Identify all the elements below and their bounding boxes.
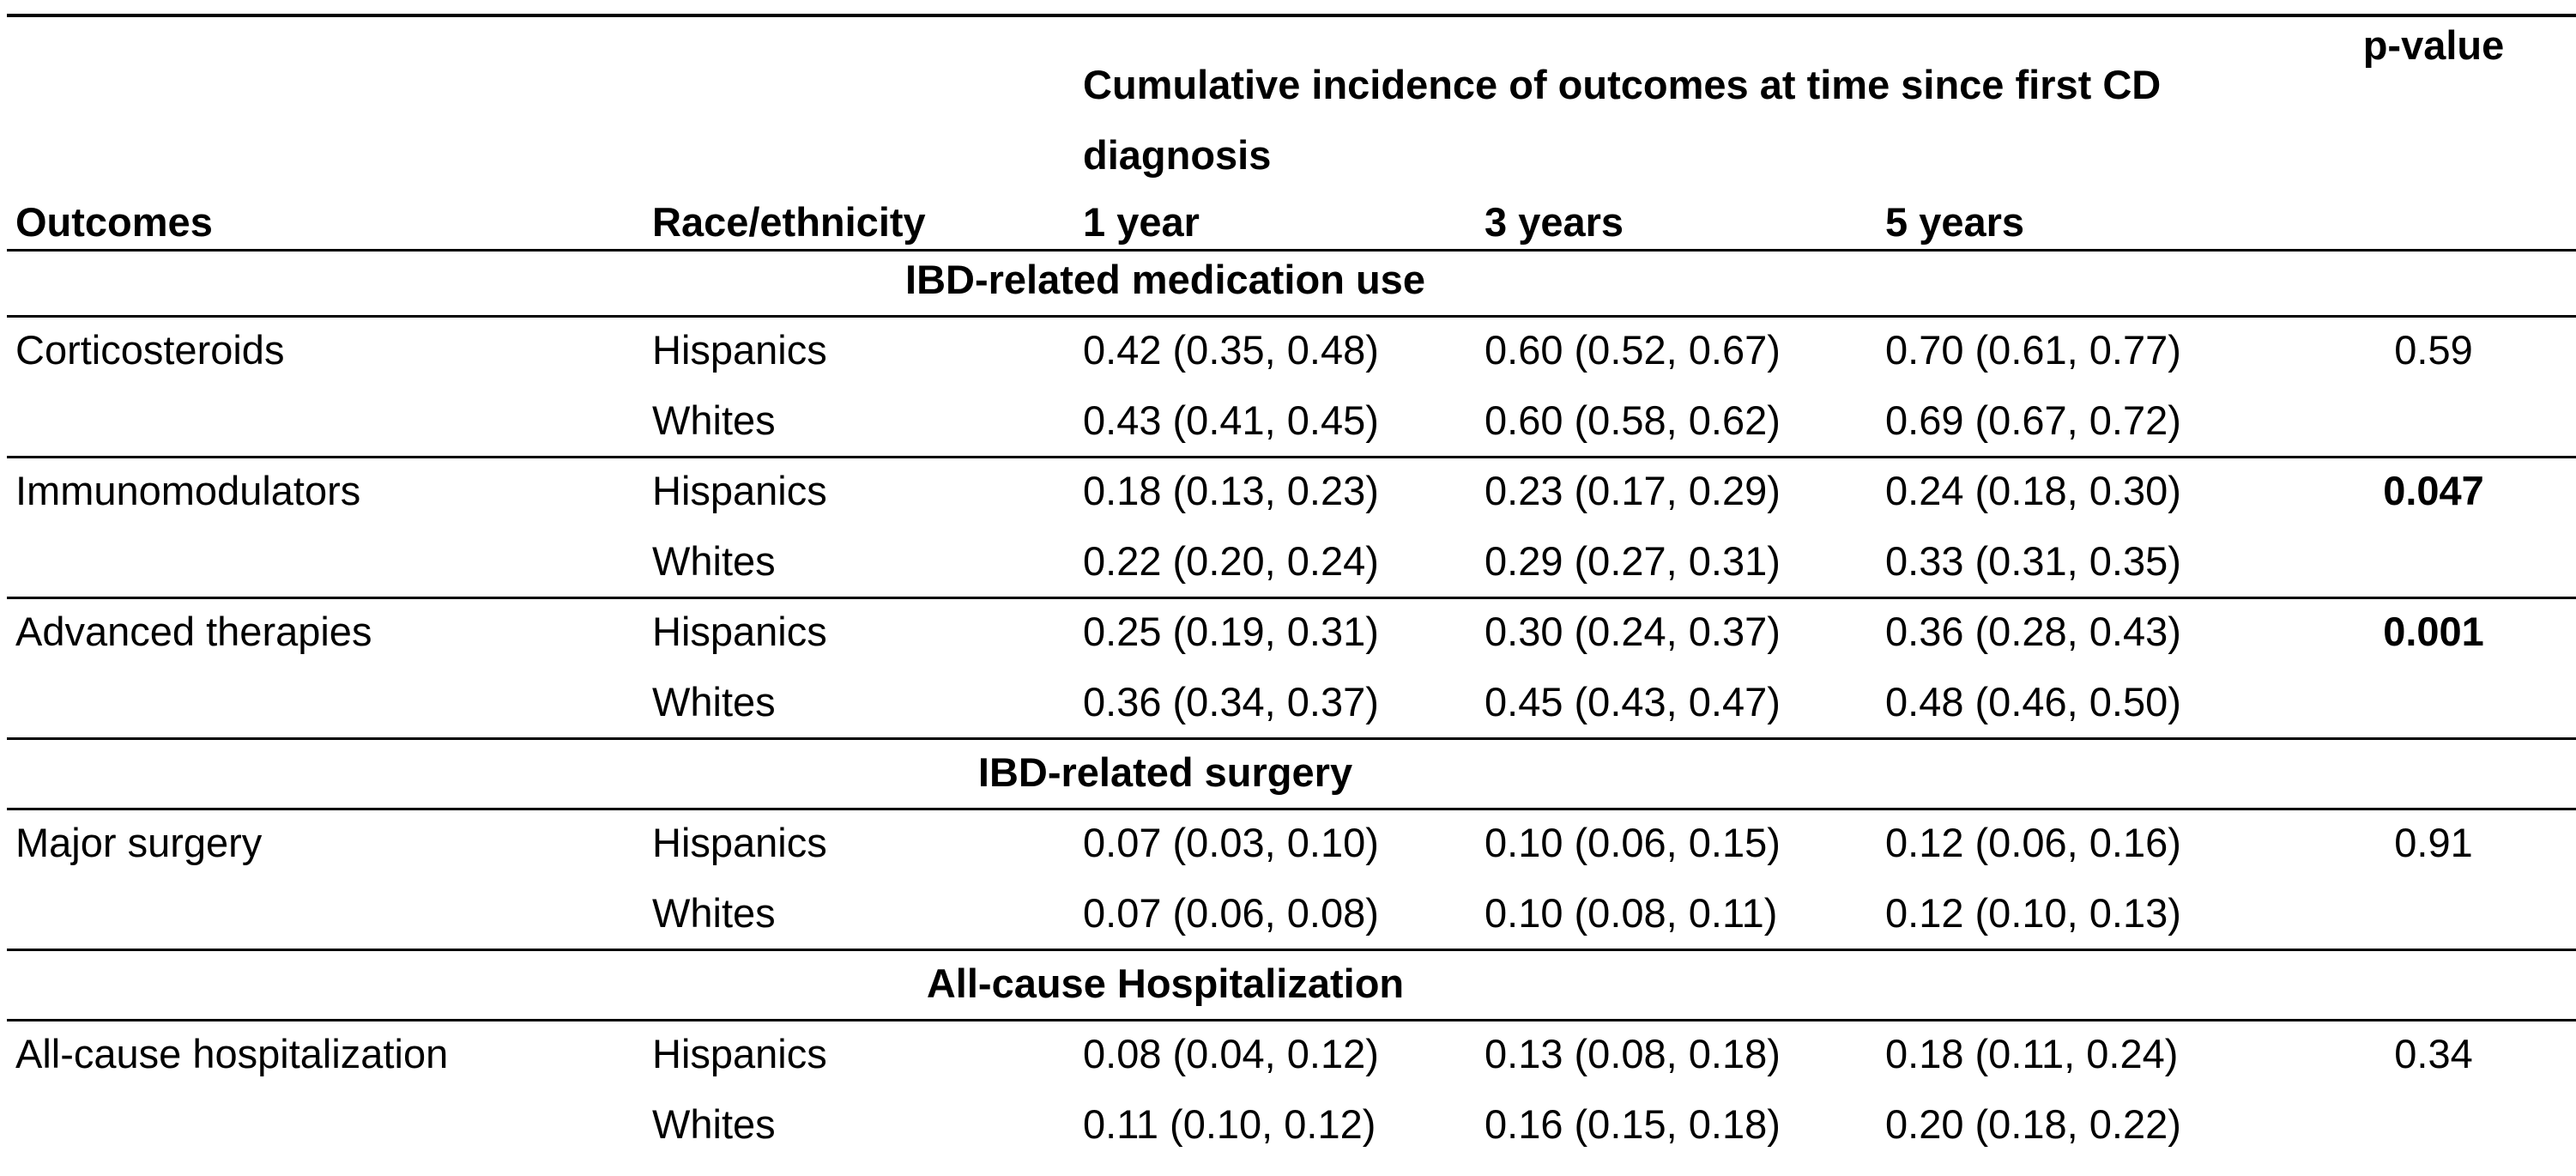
incidence-3-years: 0.10 (0.08, 0.11) xyxy=(1485,890,1778,936)
incidence-1-year: 0.25 (0.19, 0.31) xyxy=(1083,609,1379,654)
incidence-5-years: 0.12 (0.10, 0.13) xyxy=(1885,890,2181,936)
row-rule xyxy=(7,456,2576,458)
incidence-1-year: 0.42 (0.35, 0.48) xyxy=(1083,327,1379,373)
row-rule xyxy=(7,949,2576,951)
race-ethnicity: Hispanics xyxy=(652,327,827,373)
race-ethnicity: Hispanics xyxy=(652,1031,827,1076)
header-5-years: 5 years xyxy=(1885,199,2025,245)
race-ethnicity: Whites xyxy=(652,679,776,724)
section-title: IBD-related medication use xyxy=(905,257,1425,302)
incidence-1-year: 0.07 (0.03, 0.10) xyxy=(1083,820,1379,865)
race-ethnicity: Whites xyxy=(652,890,776,936)
outcome-name: Immunomodulators xyxy=(15,468,361,513)
incidence-5-years: 0.36 (0.28, 0.43) xyxy=(1885,609,2181,654)
row-rule xyxy=(7,1019,2576,1021)
header-cumulative-incidence: Cumulative incidence of outcomes at time… xyxy=(1083,62,2162,178)
outcome-name: Major surgery xyxy=(15,820,263,865)
incidence-1-year: 0.22 (0.20, 0.24) xyxy=(1083,538,1379,584)
top-rule xyxy=(7,14,2576,17)
race-ethnicity: Whites xyxy=(652,1101,776,1147)
incidence-5-years: 0.33 (0.31, 0.35) xyxy=(1885,538,2181,584)
incidence-1-year: 0.43 (0.41, 0.45) xyxy=(1083,397,1379,443)
incidence-3-years: 0.45 (0.43, 0.47) xyxy=(1485,679,1781,724)
p-value: 0.047 xyxy=(2383,468,2484,513)
row-rule xyxy=(7,808,2576,810)
incidence-5-years: 0.24 (0.18, 0.30) xyxy=(1885,468,2181,513)
race-ethnicity: Hispanics xyxy=(652,468,827,513)
incidence-5-years: 0.69 (0.67, 0.72) xyxy=(1885,397,2181,443)
incidence-1-year: 0.18 (0.13, 0.23) xyxy=(1083,468,1379,513)
incidence-1-year: 0.36 (0.34, 0.37) xyxy=(1083,679,1379,724)
incidence-5-years: 0.48 (0.46, 0.50) xyxy=(1885,679,2181,724)
header-3-years: 3 years xyxy=(1485,199,1624,245)
outcome-name: Corticosteroids xyxy=(15,327,285,373)
row-rule xyxy=(7,597,2576,599)
incidence-3-years: 0.60 (0.58, 0.62) xyxy=(1485,397,1781,443)
header-rule xyxy=(7,249,2576,252)
incidence-5-years: 0.70 (0.61, 0.77) xyxy=(1885,327,2181,373)
header-1-year: 1 year xyxy=(1083,199,1200,245)
row-rule xyxy=(7,315,2576,318)
header-outcomes: Outcomes xyxy=(15,199,213,245)
section-title: All-cause Hospitalization xyxy=(926,961,1405,1006)
incidence-1-year: 0.07 (0.06, 0.08) xyxy=(1083,890,1379,936)
race-ethnicity: Hispanics xyxy=(652,820,827,865)
header-race-ethnicity: Race/ethnicity xyxy=(652,199,926,245)
incidence-3-years: 0.30 (0.24, 0.37) xyxy=(1485,609,1781,654)
incidence-3-years: 0.10 (0.06, 0.15) xyxy=(1485,820,1781,865)
incidence-3-years: 0.60 (0.52, 0.67) xyxy=(1485,327,1781,373)
row-rule xyxy=(7,737,2576,740)
section-title: IBD-related surgery xyxy=(977,749,1353,795)
outcome-name: Advanced therapies xyxy=(15,609,372,654)
incidence-3-years: 0.13 (0.08, 0.18) xyxy=(1485,1031,1781,1076)
incidence-5-years: 0.18 (0.11, 0.24) xyxy=(1885,1031,2179,1076)
incidence-3-years: 0.29 (0.27, 0.31) xyxy=(1485,538,1781,584)
p-value: 0.001 xyxy=(2383,609,2484,654)
incidence-3-years: 0.16 (0.15, 0.18) xyxy=(1485,1101,1781,1147)
incidence-3-years: 0.23 (0.17, 0.29) xyxy=(1485,468,1781,513)
race-ethnicity: Whites xyxy=(652,397,776,443)
incidence-1-year: 0.08 (0.04, 0.12) xyxy=(1083,1031,1379,1076)
incidence-5-years: 0.20 (0.18, 0.22) xyxy=(1885,1101,2181,1147)
race-ethnicity: Hispanics xyxy=(652,609,827,654)
p-value: 0.59 xyxy=(2394,327,2473,373)
p-value: 0.91 xyxy=(2394,820,2473,865)
header-pvalue: p-value xyxy=(2362,22,2505,68)
race-ethnicity: Whites xyxy=(652,538,776,584)
incidence-1-year: 0.11 (0.10, 0.12) xyxy=(1083,1101,1376,1147)
p-value: 0.34 xyxy=(2394,1031,2473,1076)
incidence-5-years: 0.12 (0.06, 0.16) xyxy=(1885,820,2181,865)
outcome-name: All-cause hospitalization xyxy=(15,1031,449,1076)
